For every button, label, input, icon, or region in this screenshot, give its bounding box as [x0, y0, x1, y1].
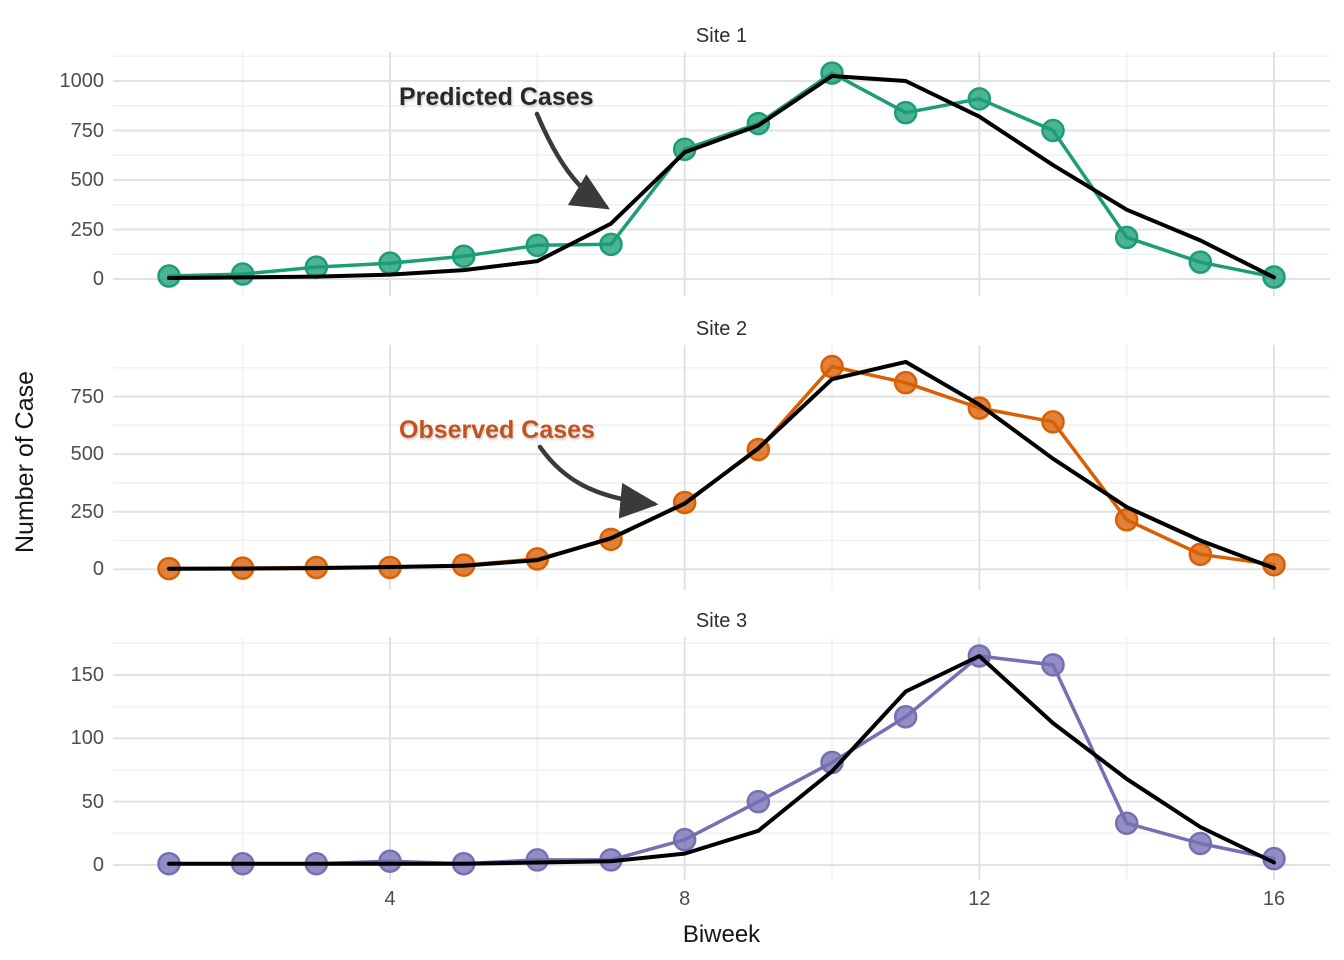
- panel-title-site-1: Site 1: [695, 25, 748, 47]
- observed-point: [1041, 410, 1065, 434]
- y-tick-label: 150: [70, 663, 104, 686]
- observed-point: [1041, 653, 1065, 677]
- observed-point: [1041, 118, 1065, 143]
- y-tick-label: 0: [92, 854, 104, 876]
- observed-point: [451, 244, 476, 268]
- y-tick-label: 250: [70, 500, 104, 523]
- x-tick-label: 4: [384, 888, 396, 910]
- y-tick-label: 0: [92, 268, 104, 290]
- observed-point: [1114, 225, 1139, 250]
- observed-cases-annotation: Observed Cases: [399, 416, 595, 444]
- observed-point: [1188, 542, 1213, 567]
- y-tick-label: 1000: [59, 70, 105, 92]
- observed-point: [893, 705, 918, 729]
- x-tick-label: 16: [1262, 888, 1286, 910]
- observed-point: [1188, 250, 1213, 274]
- y-tick-label: 500: [70, 169, 104, 191]
- observed-point: [378, 251, 402, 275]
- panel-plot-site-1: [113, 52, 1330, 296]
- observed-point: [525, 233, 550, 258]
- predicted-line: [167, 74, 1276, 280]
- observed-point: [1114, 811, 1139, 835]
- x-tick-label: 12: [968, 888, 991, 910]
- panel-title-site-3: Site 3: [695, 610, 748, 632]
- observed-point: [230, 262, 255, 286]
- x-axis-title: Biweek: [682, 921, 761, 948]
- predicted-line: [167, 359, 1276, 571]
- observed-point: [1188, 831, 1213, 856]
- x-tick-label: 8: [679, 888, 691, 910]
- predicted-cases-annotation: Predicted Cases: [399, 83, 594, 111]
- y-tick-label: 0: [92, 558, 104, 581]
- observed-point: [525, 848, 550, 872]
- observed-point: [599, 232, 623, 257]
- observed-point: [967, 87, 992, 111]
- y-tick-label: 250: [70, 218, 104, 241]
- observed-point: [746, 789, 771, 814]
- y-tick-label: 100: [70, 727, 104, 750]
- panel-plot-site-3: [113, 637, 1330, 880]
- y-axis-title: Number of Case: [11, 370, 39, 554]
- observed-point: [893, 370, 918, 395]
- y-tick-label: 50: [81, 790, 104, 813]
- observed-point: [893, 100, 918, 125]
- observed-point: [820, 354, 844, 379]
- panel-plot-site-2: [113, 345, 1330, 590]
- y-tick-label: 500: [70, 443, 104, 466]
- y-tick-label: 750: [70, 119, 104, 142]
- observed-point: [672, 827, 697, 852]
- observed-line: [167, 71, 1276, 279]
- panel-title-site-2: Site 2: [695, 318, 748, 340]
- y-tick-label: 750: [70, 385, 104, 408]
- observed-point: [378, 849, 402, 873]
- predicted-line: [167, 654, 1276, 866]
